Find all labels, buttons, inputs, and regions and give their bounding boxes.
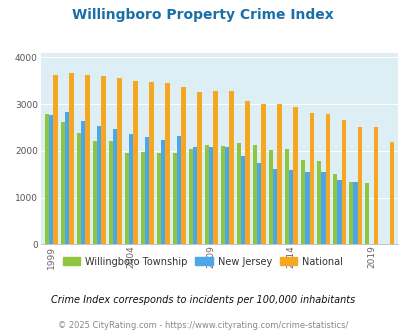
Bar [256, 163, 261, 244]
Bar [49, 115, 53, 244]
Bar [389, 143, 393, 244]
Bar [209, 147, 213, 244]
Bar [129, 135, 133, 244]
Bar [101, 76, 105, 244]
Bar [241, 156, 245, 244]
Bar [109, 141, 113, 244]
Bar [69, 73, 73, 244]
Bar [268, 150, 273, 244]
Bar [165, 83, 169, 244]
Bar [133, 81, 137, 244]
Bar [224, 147, 229, 244]
Bar [124, 153, 129, 244]
Bar [245, 101, 249, 244]
Bar [53, 75, 58, 244]
Text: Willingboro Property Crime Index: Willingboro Property Crime Index [72, 8, 333, 22]
Bar [204, 145, 209, 244]
Bar [77, 133, 81, 244]
Legend: Willingboro Township, New Jersey, National: Willingboro Township, New Jersey, Nation… [59, 253, 346, 271]
Bar [348, 182, 352, 244]
Bar [181, 87, 185, 244]
Bar [60, 122, 65, 244]
Bar [161, 140, 165, 244]
Bar [156, 153, 161, 244]
Bar [373, 127, 377, 244]
Bar [81, 121, 85, 244]
Bar [172, 153, 177, 244]
Bar [332, 174, 337, 244]
Bar [357, 127, 361, 244]
Bar [288, 170, 293, 244]
Bar [309, 113, 313, 244]
Bar [213, 91, 217, 244]
Bar [316, 161, 320, 244]
Bar [113, 129, 117, 244]
Bar [325, 115, 329, 244]
Bar [305, 172, 309, 244]
Bar [92, 141, 97, 244]
Text: Crime Index corresponds to incidents per 100,000 inhabitants: Crime Index corresponds to incidents per… [51, 295, 354, 305]
Bar [97, 126, 101, 244]
Bar [145, 137, 149, 244]
Bar [352, 182, 357, 244]
Bar [277, 104, 281, 244]
Bar [273, 169, 277, 244]
Bar [177, 136, 181, 244]
Bar [197, 91, 201, 244]
Bar [117, 78, 121, 244]
Bar [364, 182, 369, 244]
Bar [65, 112, 69, 244]
Bar [85, 75, 90, 244]
Bar [188, 148, 192, 244]
Bar [341, 120, 345, 244]
Bar [192, 147, 197, 244]
Text: © 2025 CityRating.com - https://www.cityrating.com/crime-statistics/: © 2025 CityRating.com - https://www.city… [58, 321, 347, 330]
Bar [300, 160, 305, 244]
Bar [337, 180, 341, 244]
Bar [45, 115, 49, 244]
Bar [284, 148, 288, 244]
Bar [261, 104, 265, 244]
Bar [149, 82, 153, 244]
Bar [293, 107, 297, 244]
Bar [236, 143, 241, 244]
Bar [229, 91, 233, 244]
Bar [252, 145, 256, 244]
Bar [320, 172, 325, 244]
Bar [140, 152, 145, 244]
Bar [220, 146, 224, 244]
